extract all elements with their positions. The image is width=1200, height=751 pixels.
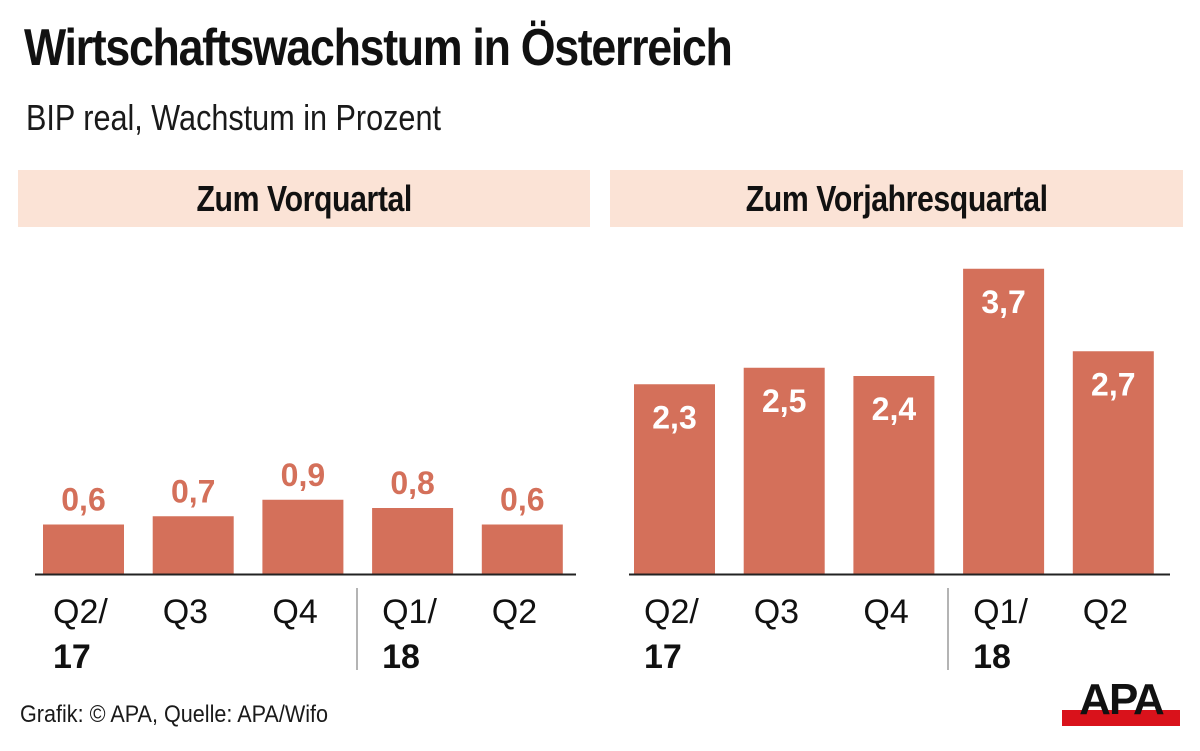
data-label: 2,5 bbox=[762, 383, 806, 419]
bar bbox=[963, 268, 1045, 574]
bar bbox=[43, 524, 124, 574]
x-year-label: 17 bbox=[53, 638, 91, 676]
data-label: 0,6 bbox=[500, 482, 544, 518]
bar bbox=[152, 516, 234, 574]
source-credit: Grafik: © APA, Quelle: APA/Wifo bbox=[20, 701, 329, 728]
x-tick-label: Q1/ bbox=[973, 593, 1028, 631]
apa-logo: APA bbox=[1062, 676, 1180, 726]
data-label: 0,6 bbox=[61, 482, 105, 518]
data-label: 3,7 bbox=[981, 284, 1025, 320]
x-year-label: 18 bbox=[973, 638, 1011, 676]
chart-panel-vorjahresquartal: 2,3 Q2/17 2,5 Q3 2,4 Q4 3,7 Q1/18 2,7 Q2 bbox=[629, 268, 1170, 676]
bar bbox=[481, 524, 563, 574]
x-tick-label: Q3 bbox=[754, 593, 799, 631]
bar bbox=[634, 384, 715, 574]
logo-red-bar bbox=[1062, 710, 1180, 726]
logo-text: APA bbox=[1079, 676, 1164, 724]
x-tick-label: Q2/ bbox=[644, 593, 699, 631]
data-label: 0,8 bbox=[390, 465, 434, 501]
bar bbox=[372, 508, 454, 574]
panel-title-vorquartal: Zum Vorquartal bbox=[196, 177, 412, 219]
bar bbox=[853, 376, 935, 574]
x-tick-label: Q2 bbox=[1083, 593, 1128, 631]
x-year-label: 17 bbox=[644, 638, 682, 676]
bar bbox=[743, 367, 825, 574]
x-tick-label: Q2/ bbox=[53, 593, 108, 631]
x-tick-label: Q2 bbox=[492, 593, 537, 631]
data-label: 2,3 bbox=[652, 399, 696, 435]
x-year-label: 18 bbox=[382, 638, 420, 676]
data-label: 2,7 bbox=[1091, 366, 1135, 402]
bar bbox=[1072, 351, 1154, 574]
x-tick-label: Q4 bbox=[272, 593, 317, 631]
data-label: 2,4 bbox=[872, 391, 917, 427]
data-label: 0,9 bbox=[281, 457, 325, 493]
x-tick-label: Q4 bbox=[863, 593, 908, 631]
panel-header-vorquartal: Zum Vorquartal bbox=[18, 170, 590, 227]
chart-panel-vorquartal: 0,6 Q2/17 0,7 Q3 0,9 Q4 0,8 Q1/18 0,6 Q2 bbox=[35, 457, 576, 676]
x-tick-label: Q3 bbox=[163, 593, 208, 631]
chart-subtitle: BIP real, Wachstum in Prozent bbox=[26, 97, 441, 138]
bar bbox=[262, 499, 344, 574]
data-label: 0,7 bbox=[171, 473, 215, 509]
chart-title: Wirtschaftswachstum in Österreich bbox=[24, 19, 733, 77]
panel-header-vorjahresquartal: Zum Vorjahresquartal bbox=[610, 170, 1183, 227]
x-tick-label: Q1/ bbox=[382, 593, 437, 631]
panel-title-vorjahresquartal: Zum Vorjahresquartal bbox=[745, 177, 1048, 219]
